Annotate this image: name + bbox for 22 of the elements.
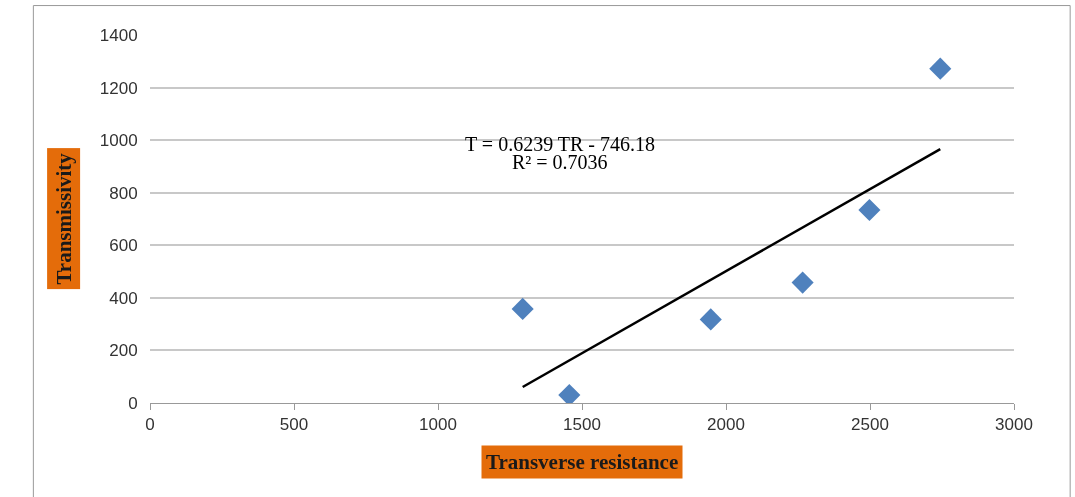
y-tick-label: 1000 <box>99 131 138 151</box>
y-tick-label: 1400 <box>99 25 138 45</box>
y-axis-title: Transmissivity <box>51 152 76 285</box>
y-tick-label: 400 <box>109 288 138 308</box>
x-tick-label: 2000 <box>707 415 745 435</box>
x-tick-label: 2500 <box>851 415 889 435</box>
point <box>929 57 952 80</box>
y-tick-label: 600 <box>109 236 138 256</box>
y-tick-label: 0 <box>128 393 138 413</box>
x-tick-label: 500 <box>279 415 309 435</box>
point <box>791 271 814 294</box>
point <box>511 297 534 320</box>
x-tick-label: 0 <box>145 415 155 435</box>
x-tick-label: 1000 <box>419 415 457 435</box>
x-tick-label: 3000 <box>995 415 1033 435</box>
point <box>699 308 722 331</box>
y-tick-label: 1200 <box>99 78 138 98</box>
x-axis-title: Transverse resistance <box>486 450 679 474</box>
y-tick-label: 800 <box>109 183 138 203</box>
y-tick-label: 200 <box>109 341 138 361</box>
point <box>858 199 881 222</box>
x-tick-label: 1500 <box>563 415 601 435</box>
